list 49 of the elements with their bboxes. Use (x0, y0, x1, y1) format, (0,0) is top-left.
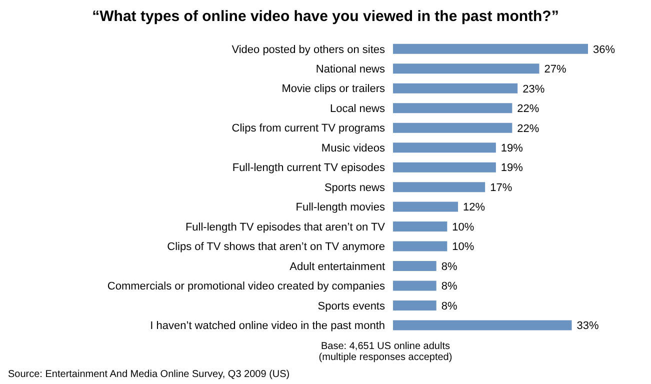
bar (393, 261, 436, 271)
data-label: 33% (576, 320, 599, 332)
bar (393, 241, 448, 252)
data-label: 17% (490, 182, 512, 194)
y-tick-label: Sports news (324, 182, 386, 194)
data-label: 8% (441, 280, 458, 293)
bar (393, 280, 436, 291)
y-tick-label: Full-length current TV episodes (232, 162, 386, 174)
bar (393, 202, 458, 212)
bar (393, 300, 436, 310)
bar (393, 182, 486, 192)
data-label: 10% (452, 241, 474, 254)
bar (393, 320, 572, 330)
bar (393, 44, 588, 54)
bar (393, 142, 496, 153)
data-label: 27% (544, 64, 566, 76)
data-label: 19% (500, 162, 524, 174)
data-label: 12% (463, 202, 486, 214)
text: Base: 4,651 US online adults (320, 341, 451, 352)
y-tick-label: Sports events (318, 300, 386, 312)
y-tick-label: Movie clips or trailers (282, 83, 386, 96)
y-tick-label: Full-length movies (296, 202, 386, 214)
y-tick-label: National news (316, 64, 386, 76)
y-tick-label: I haven’t watched online video in the past month (150, 320, 385, 332)
chart-title: “What types of online video have you viewed in the past month?” (91, 8, 560, 25)
y-tick-label: Local news (330, 102, 386, 115)
bar (393, 122, 512, 133)
text: (multiple responses accepted) (318, 352, 454, 363)
data-label: 23% (522, 83, 545, 96)
data-label: 19% (500, 142, 524, 155)
y-tick-label: Adult entertainment (290, 260, 385, 273)
y-tick-label: Commercials or promotional video created by companies (107, 280, 386, 293)
y-tick-label: Clips from current TV programs (232, 122, 386, 135)
y-tick-label: Music videos (321, 142, 386, 154)
bar (393, 64, 540, 74)
data-label: 36% (593, 44, 616, 56)
bar (393, 162, 496, 172)
data-label: 8% (441, 300, 458, 312)
data-label: 10% (452, 221, 474, 234)
data-label: 8% (441, 260, 458, 273)
bar (393, 103, 512, 114)
y-tick-label: Clips of TV shows that aren’t on TV anymore (167, 241, 385, 254)
y-tick-label: Full-length TV episodes that aren’t on TV (185, 221, 386, 234)
bar (393, 83, 518, 94)
data-label: 22% (517, 103, 540, 116)
source-note: Source: Entertainment And Media Online Survey, Q3 2009 (US) (8, 369, 291, 380)
y-tick-label: Video posted by others on sites (232, 44, 386, 56)
bar (393, 222, 448, 232)
data-label: 22% (517, 122, 540, 135)
